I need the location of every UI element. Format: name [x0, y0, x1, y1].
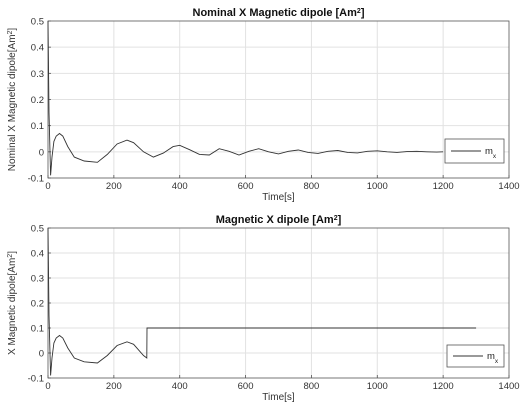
- y-tick-label: 0.2: [31, 299, 44, 310]
- x-tick-label: 800: [303, 381, 319, 392]
- chart-2: 0 200 400 600 800 1000 1200 1400-0.100.10.20.30…: [7, 214, 520, 403]
- x-tick-label: 200: [106, 181, 122, 192]
- x-tick-label: 800: [303, 181, 319, 192]
- y-tick-label: 0.2: [31, 95, 44, 106]
- y-tick-label: 0.5: [31, 224, 44, 235]
- series-line-m-x: [47, 227, 477, 376]
- x-axis-label: Time[s]: [262, 392, 295, 403]
- chart-title: Magnetic X dipole [Am2]: [216, 214, 342, 226]
- y-tick-label: 0.5: [31, 17, 44, 28]
- y-tick-label: -0.1: [28, 174, 44, 185]
- y-tick-label: 0.1: [31, 324, 44, 335]
- x-tick-label: 600: [238, 181, 254, 192]
- y-tick-label: 0.4: [31, 249, 44, 260]
- y-tick-label: 0.1: [31, 121, 44, 132]
- chart-1: 0 200 400 600 800 1000 1200 1400-0.100.10.20.30…: [7, 7, 520, 203]
- chart-title: Nominal X Magnetic dipole [Am2]: [193, 7, 365, 19]
- x-tick-label: 1400: [498, 381, 519, 392]
- x-tick-label: 200: [106, 381, 122, 392]
- legend-label: mx: [485, 146, 497, 160]
- y-tick-label: 0: [39, 147, 44, 158]
- series-line-m-x: [47, 20, 444, 176]
- legend-label: mx: [487, 351, 499, 365]
- x-tick-label: 400: [172, 181, 188, 192]
- x-tick-label: 0: [45, 181, 50, 192]
- y-tick-label: 0.4: [31, 43, 44, 54]
- y-tick-label: 0.3: [31, 69, 44, 80]
- x-axis-label: Time[s]: [262, 192, 295, 203]
- y-tick-label: -0.1: [28, 374, 44, 385]
- y-tick-label: 0: [39, 349, 44, 360]
- x-tick-label: 1400: [498, 181, 519, 192]
- x-tick-label: 1000: [367, 181, 388, 192]
- y-axis-label: X Magnetic dipole[Am2]: [7, 251, 19, 355]
- x-tick-label: 1000: [367, 381, 388, 392]
- x-tick-label: 0: [45, 381, 50, 392]
- x-tick-label: 600: [238, 381, 254, 392]
- x-tick-label: 1200: [433, 381, 454, 392]
- y-axis-label: Nominal X Magnetic dipole[Am2]: [7, 28, 19, 172]
- x-tick-label: 400: [172, 381, 188, 392]
- x-tick-label: 1200: [433, 181, 454, 192]
- y-tick-label: 0.3: [31, 274, 44, 285]
